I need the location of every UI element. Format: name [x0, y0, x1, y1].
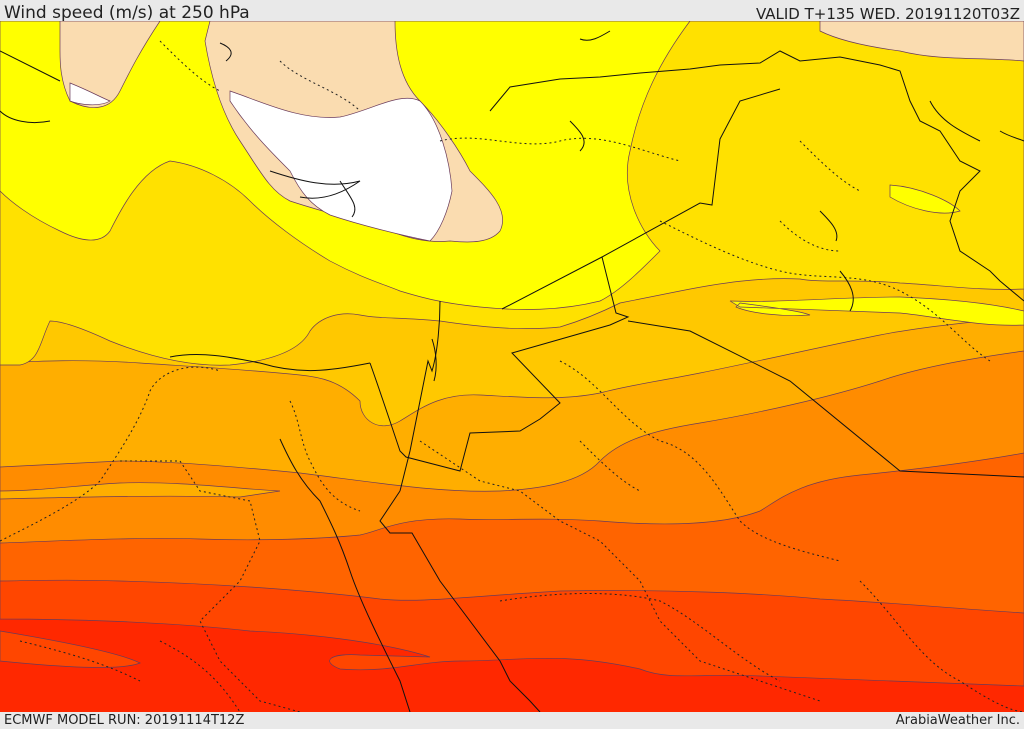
valid-time: VALID T+135 WED. 20191120T03Z — [755, 5, 1020, 23]
wind-band-white — [69, 82, 453, 242]
map-canvas — [0, 21, 1024, 712]
country-borders — [0, 50, 1024, 712]
wind-speed-map — [0, 21, 1024, 712]
map-footer: ECMWF MODEL RUN: 20191114T12Z ArabiaWeat… — [0, 712, 1024, 729]
regional-boundaries — [0, 40, 1024, 712]
map-header: Wind speed (m/s) at 250 hPa VALID T+135 … — [0, 0, 1024, 23]
coastlines — [219, 30, 854, 382]
credit: ArabiaWeather Inc. — [895, 713, 1020, 728]
map-title: Wind speed (m/s) at 250 hPa — [4, 3, 250, 23]
model-run: ECMWF MODEL RUN: 20191114T12Z — [4, 713, 245, 728]
